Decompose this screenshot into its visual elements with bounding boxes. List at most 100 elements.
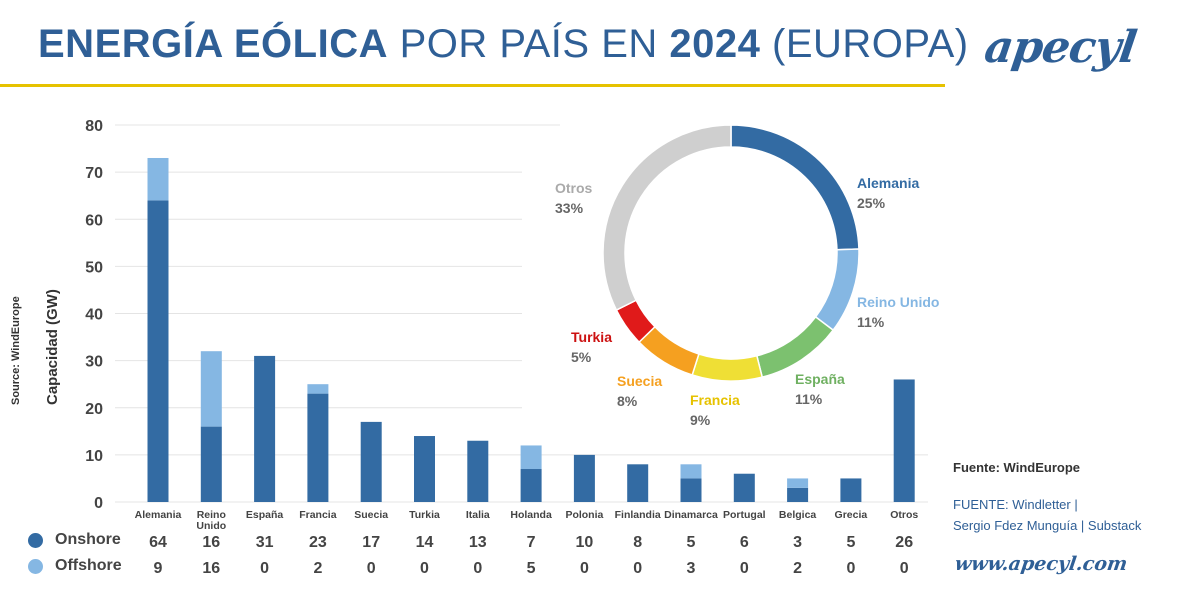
x-tick-7: Holanda xyxy=(510,509,552,521)
y-tick-30: 30 xyxy=(85,354,103,371)
table-onshore-8: 10 xyxy=(576,534,594,551)
bar-onshore-7 xyxy=(520,469,542,502)
bar-onshore-4 xyxy=(360,421,382,502)
table-offshore-10: 3 xyxy=(687,560,696,577)
table-offshore-14: 0 xyxy=(900,560,909,577)
y-tick-60: 60 xyxy=(85,212,103,229)
x-tick-8: Polonia xyxy=(565,509,603,521)
table-offshore-12: 2 xyxy=(793,560,802,577)
table-offshore-1: 16 xyxy=(202,560,220,577)
table-offshore-13: 0 xyxy=(846,560,855,577)
x-tick-4: Suecia xyxy=(354,509,388,521)
bar-onshore-11 xyxy=(733,473,755,502)
x-tick-1-0: Reino xyxy=(197,509,226,521)
x-tick-14: Otros xyxy=(890,509,918,521)
x-tick-5: Turkia xyxy=(409,509,440,521)
table-offshore-5: 0 xyxy=(420,560,429,577)
x-tick-9: Finlandia xyxy=(615,509,661,521)
table-onshore-9: 8 xyxy=(633,534,642,551)
x-tick-2: España xyxy=(246,509,284,521)
table-onshore-14: 26 xyxy=(895,534,913,551)
bar-onshore-14 xyxy=(893,379,915,502)
bar-onshore-13 xyxy=(840,478,862,502)
table-onshore-2: 31 xyxy=(256,534,274,551)
bar-onshore-9 xyxy=(627,464,649,502)
x-tick-1-1: Unido xyxy=(196,520,226,532)
donut-slice-6 xyxy=(602,124,732,312)
table-onshore-6: 13 xyxy=(469,534,487,551)
donut-label-5: Turkia xyxy=(571,329,612,345)
bar-onshore-0 xyxy=(147,200,169,502)
bar-onshore-5 xyxy=(414,436,435,502)
y-tick-20: 20 xyxy=(85,401,103,418)
bar-onshore-2 xyxy=(254,355,276,502)
legend-offshore-label: Offshore xyxy=(55,557,122,574)
title-light-1: POR PAÍS EN xyxy=(399,22,658,66)
table-onshore-13: 5 xyxy=(846,534,855,551)
table-offshore-3: 2 xyxy=(313,560,322,577)
bar-offshore-10 xyxy=(680,464,702,479)
table-onshore-3: 23 xyxy=(309,534,327,551)
donut-value-3: 9% xyxy=(690,412,711,428)
x-tick-13: Grecia xyxy=(835,509,868,521)
table-onshore-4: 17 xyxy=(362,534,380,551)
y-tick-50: 50 xyxy=(85,259,103,276)
value-table: 64 9 16 16 31 0 23 2 17 0 14 0 13 0 7 5 10 0 8 0 5 3 6 0 3 2 5 0 26 0 xyxy=(149,534,913,577)
donut-value-2: 11% xyxy=(795,391,823,407)
table-offshore-9: 0 xyxy=(633,560,642,577)
bar-offshore-12 xyxy=(787,478,809,488)
donut-value-5: 5% xyxy=(571,349,592,365)
y-tick-10: 10 xyxy=(85,448,103,465)
x-tick-0: Alemania xyxy=(135,509,182,521)
donut-label-0: Alemania xyxy=(857,175,919,191)
table-offshore-2: 0 xyxy=(260,560,269,577)
source-line-2: Sergio Fdez Munguía | Substack xyxy=(953,518,1142,533)
legend-onshore-label: Onshore xyxy=(55,531,121,548)
donut-value-1: 11% xyxy=(857,314,885,330)
bar-onshore-1 xyxy=(200,426,222,502)
bar-onshore-6 xyxy=(467,440,489,502)
table-onshore-7: 7 xyxy=(527,534,536,551)
x-tick-10: Dinamarca xyxy=(664,509,718,521)
bar-onshore-10 xyxy=(680,478,702,502)
y-tick-40: 40 xyxy=(85,307,103,324)
bar-series xyxy=(147,157,915,502)
brand-url: www.apecyl.com xyxy=(953,553,1129,575)
donut-backdrop xyxy=(601,123,861,383)
table-onshore-0: 64 xyxy=(149,534,167,551)
x-tick-12: Belgica xyxy=(779,509,817,521)
onshore-swatch-icon xyxy=(28,532,43,548)
title-bold-1: ENERGÍA EÓLICA xyxy=(38,22,388,66)
y-tick-labels: 0 10 20 30 40 50 60 70 80 xyxy=(85,118,103,512)
table-offshore-7: 5 xyxy=(527,560,536,577)
source-line-1: FUENTE: Windletter | xyxy=(953,497,1078,512)
legend-onshore: Onshore xyxy=(28,531,121,549)
bar-onshore-3 xyxy=(307,393,329,502)
bar-offshore-0 xyxy=(147,157,169,201)
donut-label-2: España xyxy=(795,371,845,387)
donut-chart: Alemania 25% Reino Unido 11% España 11% Franci… xyxy=(555,123,939,428)
table-offshore-0: 9 xyxy=(154,560,163,577)
source-windeurope: Fuente: WindEurope xyxy=(953,460,1080,475)
table-offshore-8: 0 xyxy=(580,560,589,577)
y-tick-0: 0 xyxy=(94,495,103,512)
table-onshore-11: 6 xyxy=(740,534,749,551)
bar-offshore-7 xyxy=(520,445,542,470)
table-offshore-11: 0 xyxy=(740,560,749,577)
x-tick-6: Italia xyxy=(466,509,490,521)
bar-onshore-8 xyxy=(573,454,595,502)
donut-label-6: Otros xyxy=(555,180,593,196)
donut-value-0: 25% xyxy=(857,195,886,211)
y-tick-80: 80 xyxy=(85,118,103,135)
x-tick-11: Portugal xyxy=(723,509,766,521)
title-bold-2: 2024 xyxy=(669,22,761,66)
title-underline xyxy=(0,84,945,87)
title-light-2: (EUROPA) xyxy=(772,22,969,66)
x-tick-3: Francia xyxy=(299,509,337,521)
y-tick-70: 70 xyxy=(85,165,103,182)
donut-label-4: Suecia xyxy=(617,373,662,389)
bar-offshore-3 xyxy=(307,384,329,394)
table-onshore-1: 16 xyxy=(202,534,220,551)
